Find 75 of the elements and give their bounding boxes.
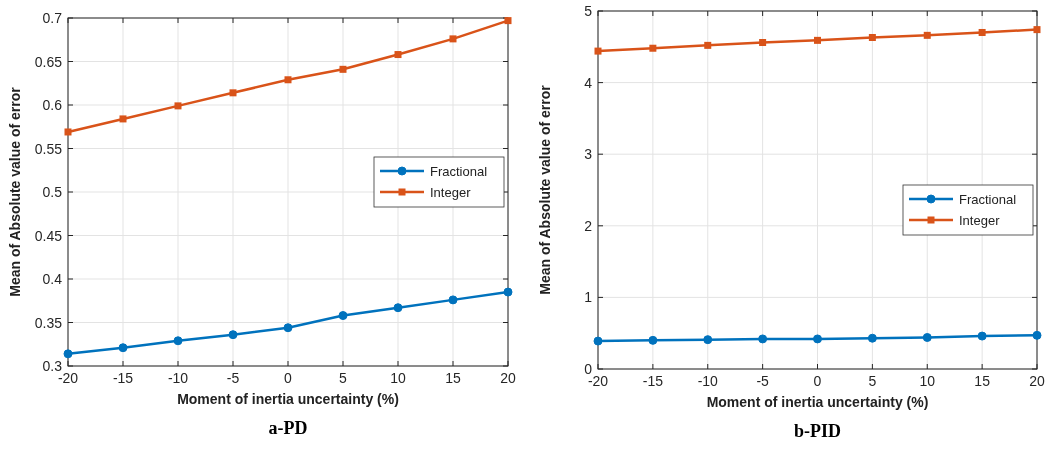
point (649, 44, 657, 52)
x-tick-label: 10 (919, 373, 936, 389)
point (448, 295, 458, 305)
x-tick-label: 0 (284, 370, 293, 386)
legend-label: Integer (959, 212, 1001, 228)
point (868, 33, 876, 41)
x-tick-label: -15 (112, 370, 134, 386)
point (394, 51, 402, 59)
point (978, 28, 986, 36)
point (814, 36, 821, 44)
y-tick-label: 4 (584, 74, 593, 91)
point (923, 31, 931, 39)
point (283, 323, 293, 333)
x-tick-label: 20 (500, 370, 516, 386)
point (703, 335, 713, 345)
point (1033, 26, 1041, 34)
point (503, 287, 513, 297)
x-tick-label: -10 (167, 370, 189, 386)
point (173, 336, 183, 346)
y-tick-label: 0.7 (42, 10, 63, 26)
y-tick-label: 0.6 (42, 97, 63, 113)
legend-label: Fractional (959, 191, 1017, 207)
x-tick-label: 20 (1029, 373, 1045, 389)
y-tick-label: 0.35 (34, 314, 63, 331)
y-tick-label: 5 (584, 3, 593, 19)
x-tick-label: 5 (339, 370, 348, 386)
point (64, 128, 72, 136)
x-tick-label: -20 (587, 373, 609, 389)
point (648, 335, 658, 345)
point (228, 330, 238, 340)
point (759, 39, 767, 46)
point (174, 102, 182, 110)
point (704, 41, 712, 49)
point (867, 333, 877, 343)
y-tick-label: 3 (584, 146, 593, 163)
point (119, 115, 127, 123)
point (338, 311, 348, 321)
point (922, 333, 932, 342)
x-axis-title: Moment of inertia uncertainty (%) (177, 391, 399, 407)
point (284, 76, 292, 84)
y-tick-label: 0.65 (34, 53, 63, 70)
x-tick-label: -5 (226, 370, 240, 386)
x-tick-label: 10 (390, 370, 406, 386)
legend-label: Integer (430, 184, 472, 200)
x-tick-label: 15 (974, 373, 991, 389)
y-tick-label: 1 (584, 289, 593, 306)
y-tick-label: 0.4 (42, 271, 63, 287)
point (449, 35, 457, 43)
point (118, 343, 128, 353)
point (594, 47, 602, 55)
y-tick-label: 0.55 (34, 140, 63, 157)
y-tick-label: 0.5 (42, 184, 63, 200)
y-axis-title: Mean of Absolute value of error (7, 86, 23, 297)
y-tick-label: 0.45 (34, 227, 63, 244)
x-tick-label: -5 (756, 373, 770, 389)
point (393, 303, 403, 313)
y-tick-label: 2 (584, 217, 593, 234)
x-tick-label: -10 (697, 373, 719, 389)
point (593, 336, 603, 346)
legend-label: Fractional (430, 163, 488, 179)
point (339, 65, 347, 73)
x-tick-label: 5 (868, 373, 877, 389)
text: b-PID (793, 421, 842, 441)
point (229, 89, 237, 97)
x-tick-label: 15 (445, 370, 461, 386)
point (1032, 330, 1042, 340)
x-tick-label: 0 (813, 373, 822, 389)
point (977, 331, 987, 341)
text: a-PD (268, 418, 308, 438)
y-axis-title: Mean of Absolute value of error (537, 84, 553, 295)
x-tick-label: -15 (642, 373, 664, 389)
x-axis-title: Moment of inertia uncertainty (%) (706, 394, 929, 410)
point (813, 334, 822, 344)
point (758, 334, 768, 344)
point (63, 349, 73, 359)
